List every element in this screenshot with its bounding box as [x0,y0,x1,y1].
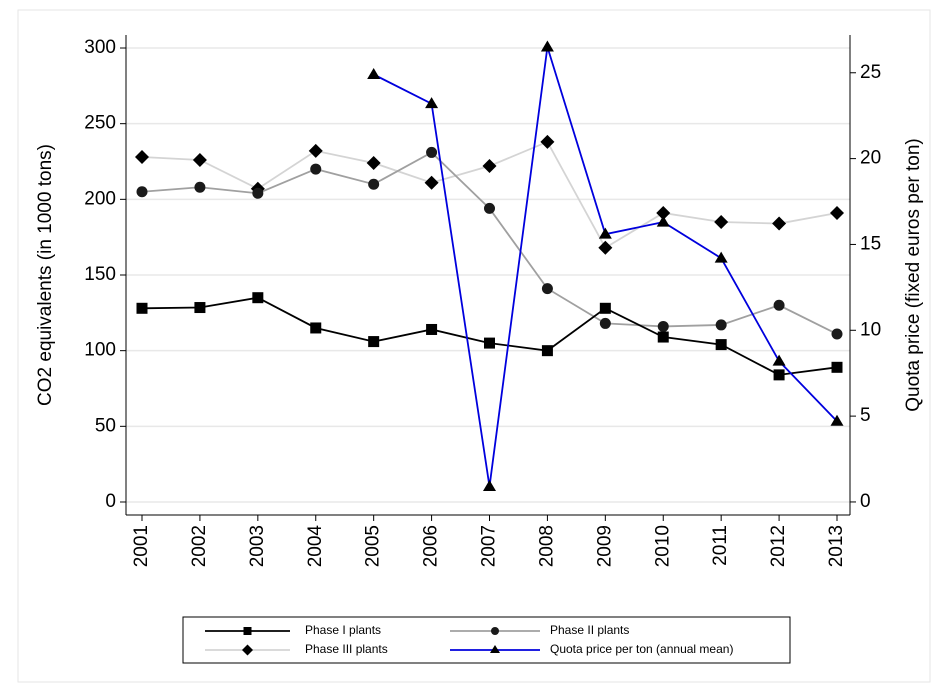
marker [541,345,553,357]
marker [598,227,612,239]
legend-box [182,616,791,664]
x-tick-label: 2005 [363,525,384,567]
marker [367,67,381,79]
marker [424,175,439,190]
y2-tick-label: 25 [860,62,881,83]
y-tick-label: 100 [84,340,116,361]
x-tick-label: 2008 [536,525,557,567]
x-tick-label: 2001 [131,525,152,567]
x-tick-label: 2012 [768,525,789,567]
marker [831,328,843,340]
x-tick-label: 2013 [826,525,847,567]
legend-label: Phase II plants [550,623,629,637]
marker [490,645,500,653]
marker [426,146,438,158]
y2-tick-label: 10 [860,319,881,340]
marker [192,152,207,167]
y-tick-label: 250 [84,113,116,134]
marker [194,181,206,193]
legend-label: Phase III plants [305,642,388,656]
x-tick-label: 2010 [652,525,673,567]
marker [657,320,669,332]
marker [366,156,381,171]
marker [491,627,499,635]
marker [135,149,149,164]
legend-label: Phase I plants [305,623,381,637]
y-tick-label: 300 [84,37,116,58]
marker [541,283,553,295]
marker [308,143,323,158]
marker [598,240,613,255]
marker [831,361,843,373]
marker [425,97,439,109]
x-tick-label: 2006 [421,525,442,567]
marker [714,215,729,230]
marker [368,178,380,190]
marker [656,215,670,227]
y2-axis-title: Quota price (fixed euros per ton) [903,138,924,412]
marker [368,336,380,348]
marker [482,159,497,174]
marker [136,302,148,314]
x-tick-label: 2009 [594,525,615,567]
marker [136,186,148,198]
x-tick-label: 2011 [710,525,731,566]
y2-tick-label: 0 [860,491,871,512]
marker [426,323,438,335]
x-tick-label: 2004 [305,525,326,568]
x-tick-label: 2007 [479,525,500,567]
marker [252,292,264,304]
y2-tick-label: 15 [860,233,881,254]
marker [194,302,206,314]
marker [540,134,555,149]
x-tick-label: 2003 [247,525,268,567]
marker [484,202,495,214]
marker [484,337,495,349]
marker [599,302,611,314]
marker [772,354,786,366]
marker [656,205,671,220]
marker [773,299,785,311]
marker [599,317,611,329]
y-tick-label: 150 [84,264,116,285]
marker [772,216,787,231]
marker [657,331,669,343]
x-tick-label: 2002 [189,525,210,567]
marker [252,187,264,199]
chart-frame [17,9,931,683]
marker [310,322,322,334]
marker [715,319,727,331]
marker [830,205,844,220]
marker [715,339,727,351]
marker [243,627,252,635]
marker [242,644,253,656]
y-tick-label: 50 [95,415,116,436]
marker [483,480,496,492]
y2-tick-label: 5 [860,405,871,426]
marker [773,369,785,381]
marker [540,40,554,52]
y-tick-label: 0 [105,491,116,512]
legend-label: Quota price per ton (annual mean) [550,642,733,656]
marker [310,163,322,175]
y-axis-title: CO2 equivalents (in 1000 tons) [35,144,56,406]
y2-tick-label: 20 [860,148,881,169]
y-tick-label: 200 [84,188,116,209]
marker [830,414,844,426]
marker [714,251,728,263]
